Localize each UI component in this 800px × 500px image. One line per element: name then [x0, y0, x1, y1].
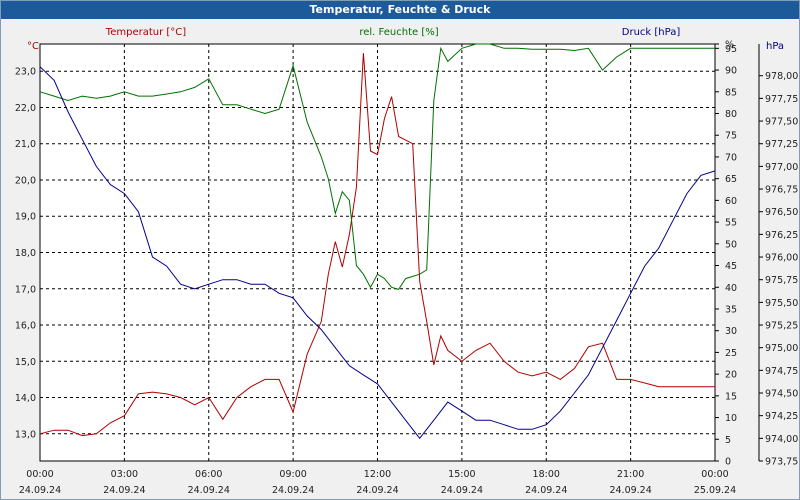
humidity-tick: 80 [725, 109, 737, 120]
humidity-tick: 5 [725, 435, 731, 446]
x-tick-date: 24.09.24 [609, 485, 651, 496]
humidity-tick: 55 [725, 218, 737, 229]
pressure-tick: 976,50 [765, 207, 798, 218]
temp-tick: 21,0 [15, 139, 36, 150]
humidity-tick: 75 [725, 131, 737, 142]
humidity-tick: 40 [725, 283, 737, 294]
series-layer [39, 43, 716, 440]
temp-tick: 15,0 [15, 357, 36, 368]
pressure-tick: 977,00 [765, 162, 798, 173]
pressure-tick: 977,75 [765, 94, 798, 105]
temperature-line [39, 53, 715, 437]
humidity-tick: 50 [725, 239, 737, 250]
x-tick-date: 24.09.24 [188, 485, 230, 496]
temp-tick: 19,0 [15, 212, 36, 223]
humidity-tick: 35 [725, 304, 737, 315]
humidity-tick: 25 [725, 348, 737, 359]
temp-tick: 23,0 [15, 67, 36, 78]
humidity-line [39, 43, 715, 290]
x-tick-time: 21:00 [617, 469, 644, 480]
x-tick-date: 24.09.24 [356, 485, 398, 496]
pressure-tick: 975,00 [765, 343, 798, 354]
pressure-tick: 975,25 [765, 321, 798, 332]
humidity-tick: 20 [725, 370, 737, 381]
humidity-tick: 90 [725, 66, 737, 77]
x-tick-date: 24.09.24 [19, 485, 61, 496]
pressure-legend: Druck [hPa] [622, 27, 681, 38]
x-tick-time: 03:00 [111, 469, 138, 480]
pressure-tick: 976,75 [765, 185, 798, 196]
humidity-tick: 15 [725, 391, 737, 402]
x-tick-time: 06:00 [195, 469, 222, 480]
chart-title: Temperatur, Feuchte & Druck [1, 1, 799, 19]
pressure-line [39, 66, 716, 440]
grid [40, 44, 715, 461]
pressure-tick: 977,25 [765, 139, 798, 150]
humidity-axis: 0 5 10 15 20 25 30 35 40 45 50 55 60 65 70 75 80 85 90 95% [715, 40, 737, 468]
temp-legend: Temperatur [°C] [105, 27, 186, 38]
humidity-tick: 10 [725, 413, 737, 424]
x-tick-date: 24.09.24 [103, 485, 145, 496]
humidity-tick: 95 [725, 44, 737, 55]
x-tick-time: 09:00 [279, 469, 306, 480]
pressure-tick: 977,50 [765, 117, 798, 128]
temperature-axis: 13,0 14,0 15,0 16,0 17,0 18,0 19,0 20,0 21,0 22,0… [15, 67, 36, 441]
x-tick-time: 18:00 [533, 469, 560, 480]
pressure-tick: 974,75 [765, 366, 798, 377]
temp-tick: 17,0 [15, 284, 36, 295]
humidity-legend: rel. Feuchte [%] [359, 27, 438, 38]
pressure-axis: 973,75 974,00 974,25 974,50 974,75 975,00 975,… [758, 44, 798, 468]
x-tick-date: 24.09.24 [441, 485, 483, 496]
humidity-tick: % [725, 40, 734, 51]
temp-tick: 22,0 [15, 103, 36, 114]
x-tick-time: 00:00 [26, 469, 53, 480]
humidity-tick: 70 [725, 152, 737, 163]
temp-tick: 16,0 [15, 321, 36, 332]
x-tick-date: 24.09.24 [525, 485, 567, 496]
pressure-tick: 975,75 [765, 275, 798, 286]
pressure-tick: 974,50 [765, 389, 798, 400]
temp-tick: 14,0 [15, 393, 36, 404]
pressure-tick: 974,25 [765, 411, 798, 422]
pressure-tick: 978,00 [765, 71, 798, 82]
x-tick-time: 12:00 [364, 469, 391, 480]
pressure-tick: 976,25 [765, 230, 798, 241]
pressure-tick: 974,00 [765, 434, 798, 445]
x-tick-time: 15:00 [448, 469, 475, 480]
humidity-tick: 60 [725, 196, 737, 207]
temp-unit-label: °C [27, 41, 39, 52]
x-tick-date: 24.09.24 [272, 485, 314, 496]
humidity-tick: 85 [725, 87, 737, 98]
pressure-tick: 975,50 [765, 298, 798, 309]
pressure-unit-label: hPa [766, 41, 784, 52]
time-axis: 00:00 24.09.24 03:00 24.09.24 06:00 24.09.24 0… [19, 469, 736, 496]
temp-tick: 20,0 [15, 175, 36, 186]
pressure-tick: 973,75 [765, 457, 798, 468]
x-tick-date: 25.09.24 [694, 485, 736, 496]
pressure-tick: 976,00 [765, 253, 798, 264]
temp-tick: 13,0 [15, 429, 36, 440]
humidity-tick: 65 [725, 174, 737, 185]
humidity-tick: 0 [725, 457, 731, 468]
humidity-tick: 45 [725, 261, 737, 272]
temp-tick: 18,0 [15, 248, 36, 259]
x-tick-time: 00:00 [701, 469, 728, 480]
humidity-tick: 30 [725, 326, 737, 337]
